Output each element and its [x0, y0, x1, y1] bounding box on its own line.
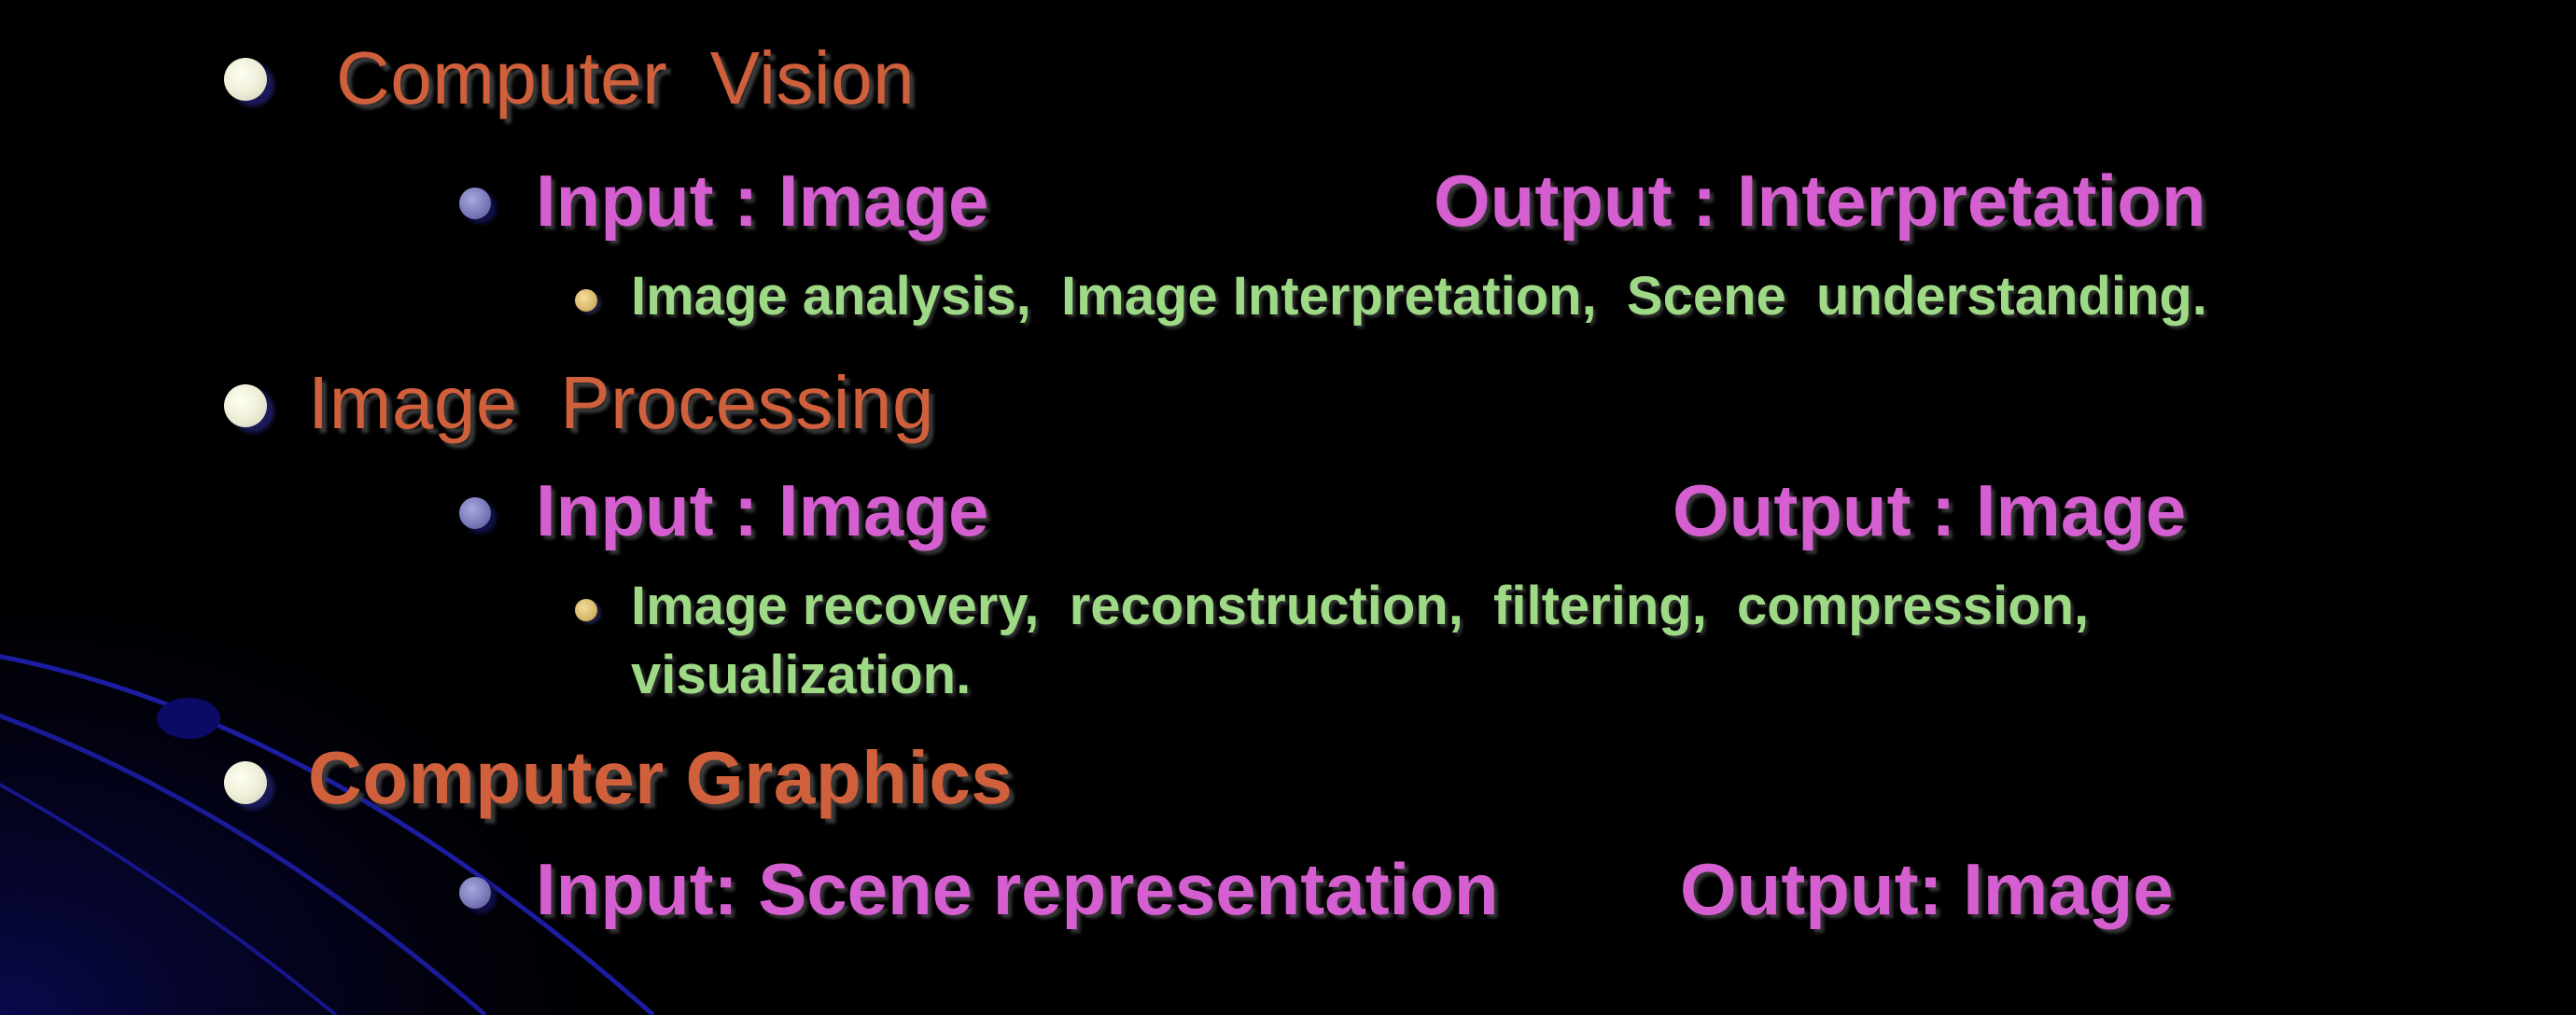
io-output: Output: Image: [1680, 848, 2174, 930]
bullet-level2: [459, 188, 491, 219]
io-input: Input : Image: [536, 160, 989, 242]
bullet-level1: [224, 58, 267, 101]
io-output: Output : Image: [1673, 469, 2187, 551]
bullet-level3: [575, 599, 597, 621]
section-title-computer-vision: Computer Vision: [336, 36, 916, 119]
bullet-level2: [459, 877, 491, 909]
bullet-level2: [459, 497, 491, 529]
bullet-level1: [224, 384, 267, 427]
detail-text: Image recovery, reconstruction, filterin…: [631, 576, 2090, 636]
bullet-level1: [224, 761, 267, 804]
bullet-level3: [575, 289, 597, 312]
section-title-image-processing: Image Processing: [308, 361, 935, 444]
io-input: Input: Scene representation: [536, 848, 1499, 930]
section-title-computer-graphics: Computer Graphics: [308, 736, 1014, 819]
detail-text-continued: visualization.: [631, 645, 972, 705]
io-output: Output : Interpretation: [1434, 160, 2206, 242]
detail-text: Image analysis, Image Interpretation, Sc…: [631, 266, 2207, 327]
io-input: Input : Image: [536, 469, 989, 551]
